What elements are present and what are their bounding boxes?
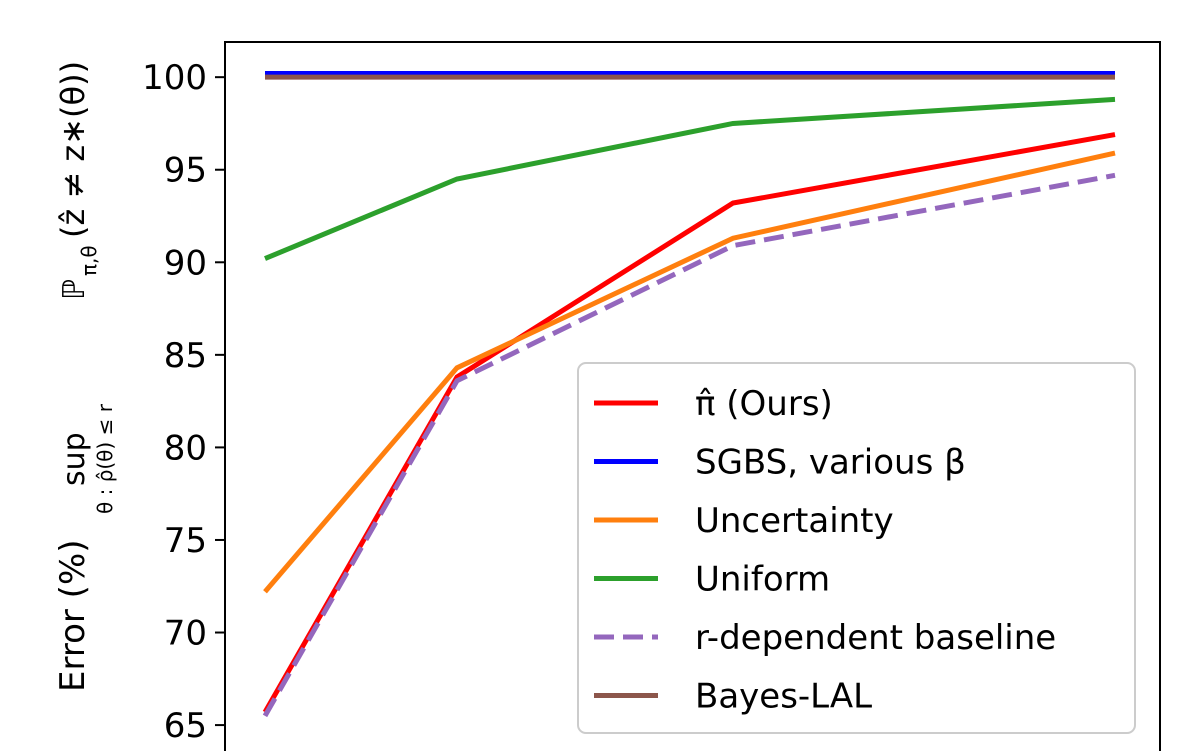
legend-label: r-dependent baseline bbox=[695, 618, 1056, 658]
plot-frame bbox=[224, 41, 1161, 751]
y-tick-label: 75 bbox=[164, 521, 207, 561]
y-axis-label: ℙ bbox=[57, 279, 92, 300]
y-tick-label: 80 bbox=[164, 428, 207, 468]
y-axis-label: π,θ bbox=[77, 245, 101, 276]
y-tick-label: 90 bbox=[164, 243, 207, 283]
y-tick-label: 85 bbox=[164, 336, 207, 376]
series-line bbox=[263, 150, 1116, 594]
legend-label: SGBS, various β bbox=[695, 443, 966, 483]
legend-box bbox=[577, 362, 1136, 734]
y-axis-label: (ẑ ≠ z∗(θ)) bbox=[54, 61, 92, 238]
series-line bbox=[262, 172, 1116, 718]
y-axis-label: Error (%) bbox=[53, 539, 93, 692]
y-tick-label: 95 bbox=[164, 151, 207, 191]
series-line bbox=[262, 132, 1116, 714]
y-tick-label: 70 bbox=[164, 614, 207, 654]
legend-label: Bayes-LAL bbox=[695, 677, 872, 717]
y-tick-label: 65 bbox=[164, 706, 207, 746]
legend-label: Uniform bbox=[695, 560, 830, 600]
series-line bbox=[264, 96, 1116, 261]
y-axis-label: θ : ρ̂(θ) ≤ r bbox=[93, 403, 117, 514]
y-axis-label: sup bbox=[57, 432, 92, 486]
y-tick-label: 100 bbox=[142, 58, 207, 98]
legend-label: π̂ (Ours) bbox=[695, 384, 833, 424]
legend-label: Uncertainty bbox=[695, 501, 894, 541]
